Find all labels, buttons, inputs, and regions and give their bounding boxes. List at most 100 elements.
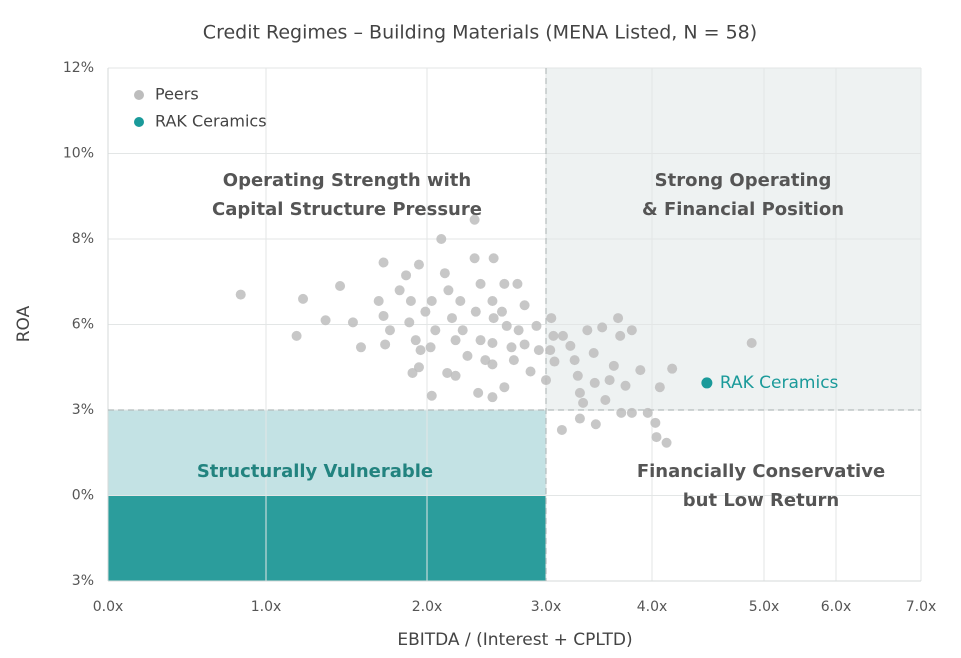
point — [457, 325, 468, 336]
point — [384, 325, 395, 336]
region-label: Capital Structure Pressure — [212, 199, 482, 220]
point — [436, 234, 447, 244]
point — [499, 278, 510, 289]
point — [446, 313, 457, 324]
x-tick-label: 3.0x — [531, 599, 562, 615]
point — [578, 397, 589, 408]
point — [380, 339, 391, 350]
y-tick-label: 8% — [72, 231, 94, 247]
point — [407, 367, 418, 378]
point — [512, 278, 523, 289]
x-tick-label: 2.0x — [412, 599, 443, 615]
point — [574, 413, 585, 424]
point — [701, 377, 713, 389]
zone — [108, 495, 546, 581]
y-tick-label: 12% — [63, 60, 94, 76]
point — [425, 342, 436, 353]
point — [487, 392, 498, 403]
point — [415, 345, 426, 356]
region-label: Strong Operating — [655, 170, 832, 191]
legend-marker — [134, 90, 144, 100]
point — [378, 310, 389, 321]
region-label: Financially Conservative — [637, 461, 885, 482]
legend-label: RAK Ceramics — [155, 112, 267, 131]
point — [613, 313, 624, 324]
point — [413, 362, 424, 373]
point — [410, 335, 421, 346]
point — [513, 325, 524, 336]
point — [335, 281, 346, 292]
point — [404, 317, 415, 328]
point — [626, 407, 637, 418]
point — [651, 432, 662, 443]
point — [355, 342, 366, 353]
point — [347, 317, 358, 328]
point-label: RAK Ceramics — [720, 373, 839, 393]
x-tick-label: 5.0x — [749, 599, 780, 615]
x-tick-label: 7.0x — [906, 599, 937, 615]
x-tick-label: 1.0x — [251, 599, 282, 615]
point — [450, 335, 461, 346]
point — [541, 375, 551, 386]
point — [533, 345, 544, 356]
point — [549, 356, 560, 367]
point — [430, 325, 441, 336]
point — [469, 214, 480, 225]
point — [508, 355, 519, 366]
point — [455, 295, 466, 306]
point — [373, 295, 384, 306]
point — [616, 407, 627, 418]
point — [626, 325, 637, 336]
region-label: Structurally Vulnerable — [197, 461, 433, 482]
point — [654, 382, 665, 393]
point — [582, 325, 593, 336]
point — [589, 377, 600, 388]
point — [608, 360, 619, 371]
point — [401, 270, 412, 281]
y-tick-label: 3% — [72, 402, 94, 418]
point — [650, 417, 661, 428]
point — [378, 257, 389, 268]
chart-title: Credit Regimes – Building Materials (MEN… — [203, 22, 757, 44]
point — [413, 259, 424, 270]
x-tick-label: 6.0x — [821, 599, 852, 615]
y-tick-label: 6% — [72, 317, 94, 333]
legend-label: Peers — [155, 85, 199, 104]
point — [572, 370, 583, 381]
point — [473, 387, 484, 398]
point — [405, 295, 416, 306]
point — [545, 345, 556, 356]
point — [501, 320, 512, 331]
y-tick-label: 10% — [63, 146, 94, 162]
zone — [108, 410, 546, 496]
point — [506, 342, 517, 353]
point — [488, 313, 499, 324]
point — [746, 338, 757, 349]
point — [442, 367, 453, 378]
point — [426, 390, 437, 401]
legend-marker — [134, 117, 144, 127]
y-tick-label: 3% — [72, 573, 94, 589]
point — [667, 363, 678, 374]
point — [525, 366, 536, 377]
point — [470, 306, 481, 317]
point — [298, 293, 309, 304]
point — [548, 330, 559, 341]
point — [469, 253, 480, 264]
point — [519, 339, 530, 350]
x-tick-label: 4.0x — [637, 599, 668, 615]
x-tick-label: 0.0x — [93, 599, 124, 615]
point — [620, 380, 631, 391]
point — [487, 359, 498, 370]
y-axis-label: ROA — [14, 305, 34, 342]
point — [588, 348, 599, 358]
y-tick-label: 0% — [72, 488, 94, 504]
point — [475, 335, 486, 346]
point — [519, 300, 530, 311]
point — [450, 370, 461, 381]
point — [235, 289, 246, 300]
point — [291, 330, 302, 341]
point — [443, 285, 454, 296]
point — [565, 340, 576, 351]
